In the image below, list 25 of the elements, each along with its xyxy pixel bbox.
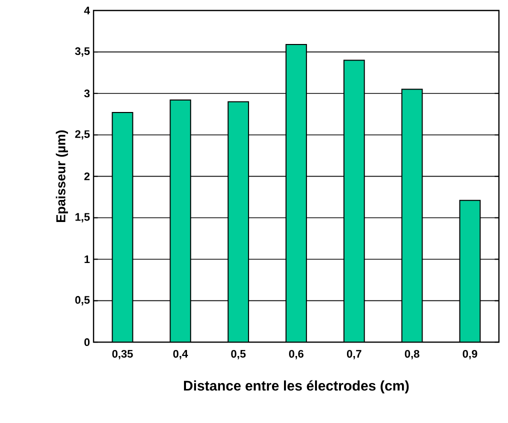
y-tick-label: 2 [84, 172, 90, 180]
x-tick-label: 0,8 [404, 350, 420, 360]
y-tick-label: 3,5 [75, 47, 90, 57]
bar [286, 44, 307, 342]
x-tick-label: 0,7 [346, 350, 362, 360]
y-tick-label: 0,5 [75, 296, 90, 306]
x-tick-label: 0,9 [462, 350, 478, 360]
x-tick-label: 0,5 [231, 350, 246, 360]
y-tick-label: 3 [84, 90, 90, 98]
bar [228, 101, 250, 342]
bar [343, 60, 365, 342]
y-axis-title: Epaisseur (µm) [56, 130, 68, 222]
x-tick-label: 0,6 [289, 350, 304, 360]
y-tick-label: 1 [84, 256, 90, 264]
y-tick-label: 1,5 [75, 213, 90, 222]
x-axis-title: Distance entre les électrodes (cm) [184, 380, 409, 394]
bar [170, 100, 192, 342]
y-tick-label: 0 [84, 338, 90, 346]
x-tick-label: 0,35 [112, 350, 133, 360]
y-tick-label: 4 [84, 6, 90, 14]
bar [401, 88, 423, 342]
x-tick-label: 0,4 [173, 350, 188, 360]
bar [459, 200, 481, 342]
bar [112, 112, 134, 342]
y-tick-label: 2,5 [75, 130, 90, 140]
